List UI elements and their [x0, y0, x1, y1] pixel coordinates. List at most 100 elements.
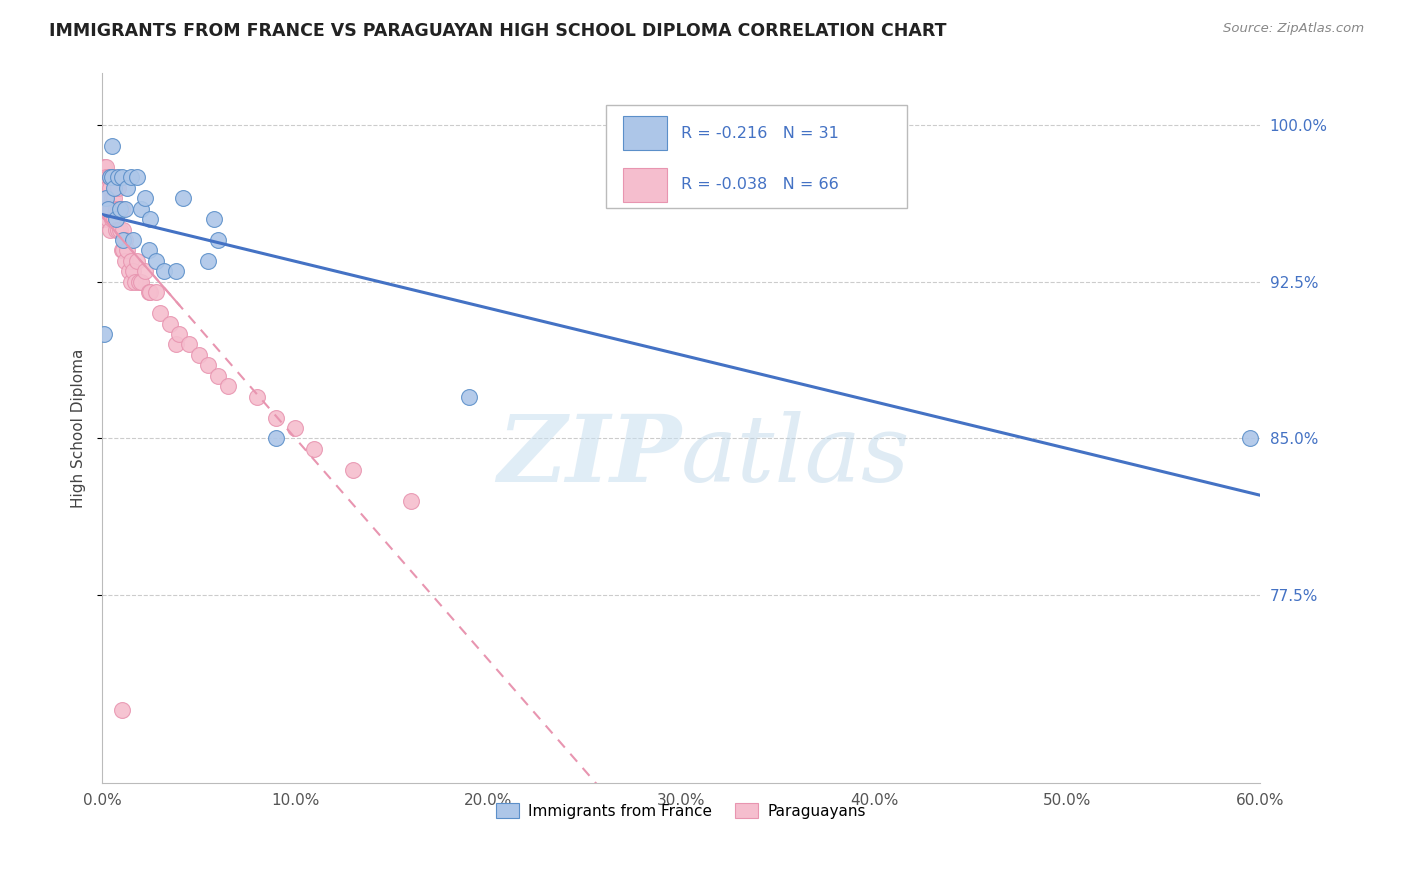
Point	[98, 181, 121, 195]
Point	[245, 390, 267, 404]
Point	[103, 170, 125, 185]
Point	[103, 181, 125, 195]
Point	[165, 337, 187, 351]
Point	[93, 326, 115, 341]
Point	[207, 368, 229, 383]
Point	[134, 264, 156, 278]
Point	[114, 233, 136, 247]
Point	[103, 191, 125, 205]
Point	[104, 202, 127, 216]
Point	[107, 202, 129, 216]
Y-axis label: High School Diploma: High School Diploma	[72, 348, 86, 508]
Point	[118, 264, 141, 278]
Point	[94, 191, 117, 205]
Point	[187, 348, 209, 362]
Point	[304, 442, 326, 456]
Point	[129, 275, 152, 289]
Point	[122, 233, 145, 247]
Point	[94, 160, 117, 174]
Point	[217, 379, 239, 393]
Point	[97, 191, 120, 205]
Point	[457, 390, 479, 404]
Point	[1239, 432, 1261, 446]
Point	[104, 212, 127, 227]
Point	[94, 181, 117, 195]
Point	[139, 212, 162, 227]
Point	[138, 244, 160, 258]
Point	[112, 244, 135, 258]
Point	[98, 170, 121, 185]
Point	[120, 170, 142, 185]
Point	[107, 170, 129, 185]
Point	[125, 170, 148, 185]
Point	[93, 170, 115, 185]
Point	[103, 212, 125, 227]
Point	[172, 191, 194, 205]
Point	[202, 212, 225, 227]
Point	[197, 254, 219, 268]
FancyBboxPatch shape	[606, 105, 907, 208]
Point	[94, 170, 117, 185]
Point	[110, 202, 132, 216]
Point	[101, 191, 124, 205]
Point	[112, 233, 135, 247]
Point	[138, 285, 160, 300]
Point	[145, 254, 167, 268]
Point	[97, 212, 120, 227]
Point	[149, 306, 172, 320]
Point	[122, 264, 145, 278]
Point	[97, 170, 120, 185]
Point	[98, 222, 121, 236]
Point	[117, 181, 139, 195]
Point	[93, 212, 115, 227]
Point	[98, 170, 121, 185]
Point	[117, 244, 139, 258]
Point	[108, 202, 131, 216]
Point	[93, 191, 115, 205]
Point	[101, 212, 124, 227]
Point	[159, 317, 181, 331]
Text: ZIP: ZIP	[496, 411, 681, 501]
Point	[128, 275, 150, 289]
Text: R = -0.216   N = 31: R = -0.216 N = 31	[681, 126, 839, 141]
Point	[177, 337, 200, 351]
Point	[134, 191, 156, 205]
Point	[108, 202, 131, 216]
Text: IMMIGRANTS FROM FRANCE VS PARAGUAYAN HIGH SCHOOL DIPLOMA CORRELATION CHART: IMMIGRANTS FROM FRANCE VS PARAGUAYAN HIG…	[49, 22, 946, 40]
Point	[169, 326, 191, 341]
Point	[264, 432, 287, 446]
Text: atlas: atlas	[681, 411, 911, 501]
Point	[120, 275, 142, 289]
Point	[207, 233, 229, 247]
Point	[264, 410, 287, 425]
Point	[94, 202, 117, 216]
Point	[145, 285, 167, 300]
Point	[153, 264, 176, 278]
Point	[107, 222, 129, 236]
Text: Source: ZipAtlas.com: Source: ZipAtlas.com	[1223, 22, 1364, 36]
Point	[110, 170, 132, 185]
Point	[101, 170, 124, 185]
Point	[98, 202, 121, 216]
Point	[124, 275, 146, 289]
FancyBboxPatch shape	[623, 116, 668, 150]
Point	[104, 181, 127, 195]
Point	[129, 202, 152, 216]
Point	[125, 254, 148, 268]
FancyBboxPatch shape	[623, 168, 668, 202]
Point	[165, 264, 187, 278]
Point	[110, 703, 132, 717]
Point	[197, 359, 219, 373]
Point	[93, 160, 115, 174]
Point	[114, 202, 136, 216]
Text: R = -0.038   N = 66: R = -0.038 N = 66	[681, 178, 839, 192]
Point	[108, 222, 131, 236]
Legend: Immigrants from France, Paraguayans: Immigrants from France, Paraguayans	[491, 797, 872, 825]
Point	[97, 202, 120, 216]
Point	[93, 202, 115, 216]
Point	[114, 254, 136, 268]
Point	[399, 494, 422, 508]
Point	[104, 222, 127, 236]
Point	[107, 181, 129, 195]
Point	[110, 244, 132, 258]
